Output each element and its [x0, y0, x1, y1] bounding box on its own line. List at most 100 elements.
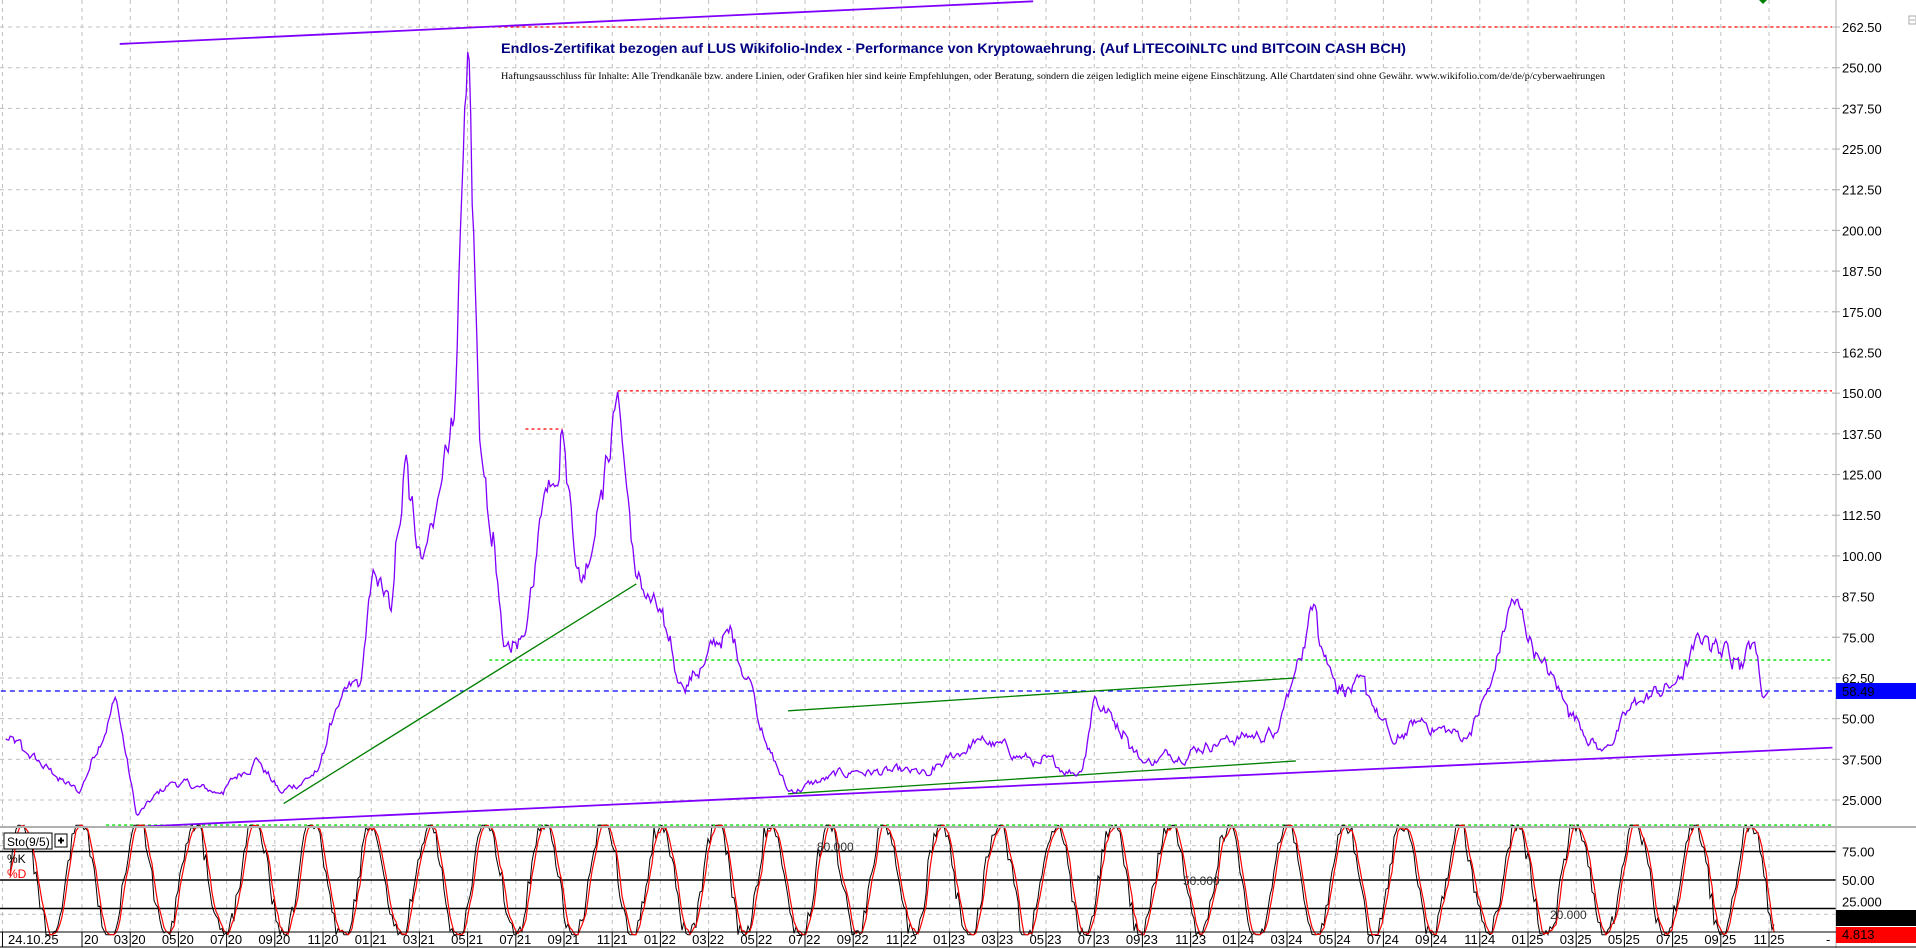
d-value-label: 4.813	[1842, 927, 1875, 942]
x-tick-label: 20	[228, 932, 242, 947]
y-tick-label: 262.50	[1842, 20, 1882, 35]
x-tick-label: 20	[131, 932, 145, 947]
y-tick-label: 150.00	[1842, 386, 1882, 401]
x-tick-label: 05	[162, 932, 176, 947]
x-tick-label: 01	[355, 932, 369, 947]
x-tick-label: 01	[644, 932, 658, 947]
trendline	[133, 746, 1833, 828]
k-value-label: 10.836	[1842, 910, 1882, 925]
x-tick-label: 24	[1481, 932, 1495, 947]
x-tick-label: 23	[1095, 932, 1109, 947]
x-tick-label: 23	[1047, 932, 1061, 947]
x-axis-end-marker: -	[1826, 932, 1830, 947]
y-tick-label: 137.50	[1842, 427, 1882, 442]
x-tick-label: 23	[951, 932, 965, 947]
signal-arrow-icon	[1759, 0, 1767, 4]
stoch-level-label: 20.000	[1550, 908, 1587, 922]
x-tick-label: 05	[451, 932, 465, 947]
trendline	[283, 583, 637, 805]
x-tick-label: 25	[1577, 932, 1591, 947]
stoch-y-tick-label: 25.000	[1842, 895, 1882, 910]
stoch-y-tick-label: 50.00	[1842, 873, 1875, 888]
x-tick-label: 25	[1722, 932, 1736, 947]
plus-box-icon[interactable]	[54, 833, 68, 848]
indicator-legend[interactable]: Sto(9/5) %K %D	[3, 832, 68, 881]
x-tick-label: 23	[1192, 932, 1206, 947]
x-tick-label: 07	[789, 932, 803, 947]
x-tick-label: 03	[1560, 932, 1574, 947]
y-tick-label: 37.500	[1842, 752, 1882, 767]
x-tick-label: 01	[933, 932, 947, 947]
x-tick-label: 24.10.25	[8, 932, 59, 947]
y-tick-label: 237.50	[1842, 101, 1882, 116]
y-tick-label: 100.00	[1842, 549, 1882, 564]
y-tick-label: 87.50	[1842, 590, 1875, 605]
y-tick-label: 225.00	[1842, 142, 1882, 157]
y-tick-label: 62.50	[1842, 671, 1875, 686]
x-tick-label: 07	[499, 932, 513, 947]
x-tick-label: 03	[692, 932, 706, 947]
y-tick-label: 250.00	[1842, 61, 1882, 76]
last-price-box	[1836, 683, 1916, 700]
x-tick-label: 05	[740, 932, 754, 947]
x-tick-label: 20	[324, 932, 338, 947]
indicator-label-box[interactable]	[3, 832, 53, 850]
legend-d: %D	[7, 867, 27, 881]
x-tick-label: 20	[84, 932, 98, 947]
x-tick-label: 23	[999, 932, 1013, 947]
minus-box-icon[interactable]	[1908, 15, 1916, 25]
x-tick-label: 07	[210, 932, 224, 947]
x-tick-label: 09	[1415, 932, 1429, 947]
x-tick-label: 22	[758, 932, 772, 947]
x-tick-label: 21	[469, 932, 483, 947]
trendline	[788, 760, 1296, 795]
x-tick-label: 07	[1656, 932, 1670, 947]
x-tick-label: 24	[1433, 932, 1447, 947]
x-tick-label: 24	[1336, 932, 1350, 947]
legend-k: %K	[7, 852, 26, 866]
x-tick-label: 24	[1384, 932, 1398, 947]
x-tick-label: 24	[1240, 932, 1254, 947]
x-tick-label: 09	[548, 932, 562, 947]
stoch-level-label: 50.000	[1183, 874, 1220, 888]
x-tick-label: 21	[517, 932, 531, 947]
x-tick-label: 03	[1271, 932, 1285, 947]
y-tick-label: 50.00	[1842, 712, 1875, 727]
chart-title: Endlos-Zertifikat bezogen auf LUS Wikifo…	[501, 41, 1406, 56]
y-tick-label: 25.000	[1842, 793, 1882, 808]
x-tick-label: 03	[114, 932, 128, 947]
x-tick-label: 22	[710, 932, 724, 947]
stoch-k-line	[9, 823, 1775, 937]
x-tick-label: 11	[1175, 932, 1189, 947]
y-tick-label: 112.50	[1842, 508, 1881, 523]
d-value-box	[1836, 927, 1916, 943]
k-value-box	[1836, 910, 1916, 926]
stochastic-panel: 80.000 50.000 20.000	[0, 823, 1836, 937]
x-tick-label: 03	[403, 932, 417, 947]
x-tick-label: 09	[1704, 932, 1718, 947]
trendline	[119, 0, 1034, 45]
y-tick-label: 175.00	[1842, 305, 1882, 320]
x-tick-label: 07	[1367, 932, 1381, 947]
x-tick-label: 21	[372, 932, 386, 947]
x-tick-label: 03	[981, 932, 995, 947]
horizontal-lines	[0, 26, 1832, 826]
stoch-d-line	[9, 824, 1775, 936]
stoch-level-label: 80.000	[817, 840, 854, 854]
y-tick-label: 187.50	[1842, 264, 1882, 279]
grid	[0, 0, 1836, 932]
y-tick-label: 162.50	[1842, 345, 1882, 360]
x-tick-label: 05	[1030, 932, 1044, 947]
x-tick-label: 01	[1222, 932, 1236, 947]
x-tick-label: 11	[1754, 932, 1768, 947]
x-tick-label: 22	[902, 932, 916, 947]
x-tick-label: 25	[1529, 932, 1543, 947]
x-tick-label: 22	[854, 932, 868, 947]
x-tick-label: 25	[1674, 932, 1688, 947]
x-tick-label: 21	[420, 932, 434, 947]
x-tick-label: 21	[565, 932, 579, 947]
y-tick-label: 200.00	[1842, 223, 1882, 238]
x-tick-label: 21	[613, 932, 627, 947]
indicator-label: Sto(9/5)	[7, 835, 50, 849]
x-tick-label: 11	[597, 932, 611, 947]
